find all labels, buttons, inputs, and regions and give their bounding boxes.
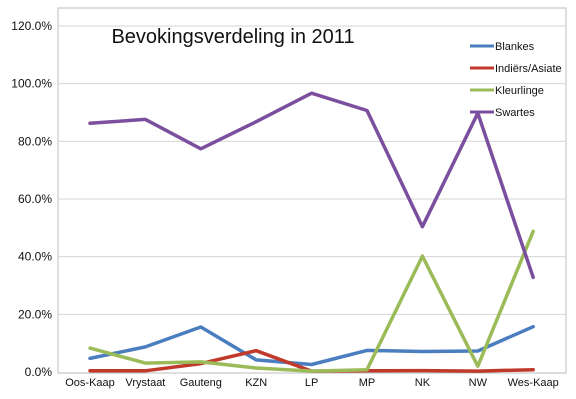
y-tick-label: 60.0% xyxy=(18,192,52,206)
legend-label: Blankes xyxy=(495,41,535,53)
x-axis-ticks: Oos-Kaap Vrystaat Gauteng KZN LP MP NK NW Wes-Ka… xyxy=(65,377,559,389)
chart-title: Bevokingsverdeling in 2011 xyxy=(111,26,354,48)
series-lines xyxy=(88,91,535,373)
y-tick-label: 80.0% xyxy=(18,134,52,148)
x-tick-label: Wes-Kaap xyxy=(508,377,559,389)
x-tick-label: Vrystaat xyxy=(125,377,165,389)
y-axis-ticks: 0.0% 20.0% 40.0% 60.0% 80.0% 100.0% 120.0% xyxy=(11,19,52,379)
series-line-swartes xyxy=(88,91,535,280)
y-tick-label: 100.0% xyxy=(11,77,52,91)
x-tick-label: Gauteng xyxy=(180,377,222,389)
x-tick-label: LP xyxy=(305,377,318,389)
series-line-blankes xyxy=(88,324,535,367)
gridlines xyxy=(58,25,566,315)
legend: Blankes Indiërs/Asiate Kleurlinge Swartes xyxy=(470,41,562,119)
x-tick-label: NK xyxy=(415,377,431,389)
x-tick-label: KZN xyxy=(245,377,267,389)
x-tick-label: MP xyxy=(359,377,376,389)
plot-frame xyxy=(57,7,567,374)
x-tick-label: NW xyxy=(469,377,488,389)
y-tick-label: 0.0% xyxy=(25,365,53,379)
legend-label: Indiërs/Asiate xyxy=(495,63,562,75)
legend-label: Swartes xyxy=(495,107,535,119)
series-line-kleurlinge xyxy=(88,229,535,373)
legend-label: Kleurlinge xyxy=(495,85,544,97)
y-tick-label: 120.0% xyxy=(11,19,52,33)
y-tick-label: 20.0% xyxy=(18,307,52,321)
y-tick-label: 40.0% xyxy=(18,250,52,264)
x-tick-label: Oos-Kaap xyxy=(65,377,115,389)
